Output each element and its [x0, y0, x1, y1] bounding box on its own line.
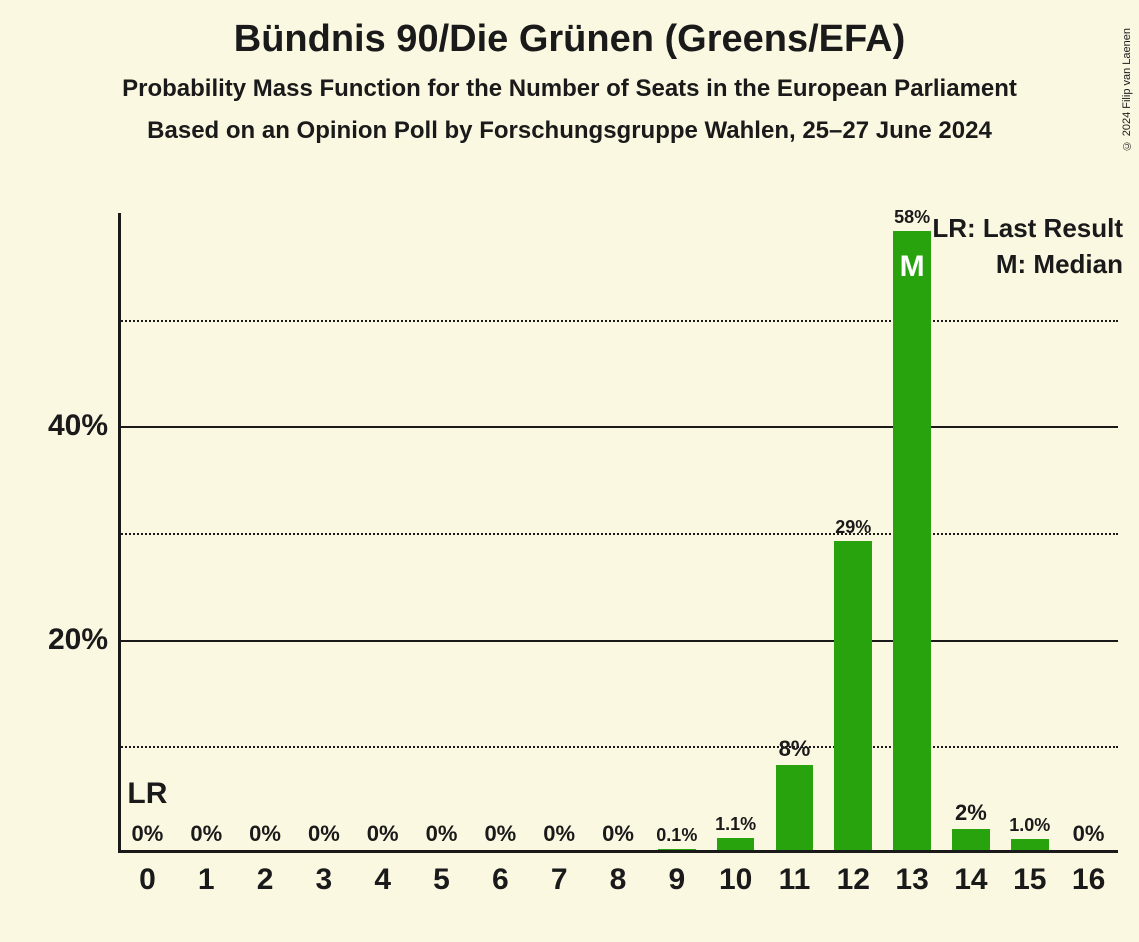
x-tick-label: 16 [1072, 863, 1105, 897]
bar-value-label: 58% [894, 207, 930, 228]
chart-subtitle2: Based on an Opinion Poll by Forschungsgr… [0, 117, 1139, 145]
median-marker: M [900, 250, 925, 284]
x-tick-label: 2 [257, 863, 274, 897]
y-tick-label: 20% [48, 623, 108, 657]
x-tick-label: 1 [198, 863, 215, 897]
x-tick-label: 9 [668, 863, 685, 897]
bar [952, 829, 990, 850]
x-tick-label: 7 [551, 863, 568, 897]
x-tick-label: 10 [719, 863, 752, 897]
bar [658, 849, 696, 850]
bar-value-label: 0% [543, 821, 575, 847]
bar-value-label: 8% [779, 736, 811, 762]
x-tick-label: 15 [1013, 863, 1046, 897]
bar-value-label: 0% [602, 821, 634, 847]
lr-marker: LR [127, 777, 167, 811]
bar-value-label: 29% [835, 517, 871, 538]
gridline-minor [118, 746, 1118, 748]
bar-value-label: 0% [132, 821, 164, 847]
bar-value-label: 0.1% [656, 825, 697, 846]
bar-value-label: 1.1% [715, 814, 756, 835]
x-tick-label: 14 [954, 863, 987, 897]
x-tick-label: 4 [374, 863, 391, 897]
bar-value-label: 0% [1073, 821, 1105, 847]
bar [834, 541, 872, 850]
legend-median: M: Median [996, 249, 1123, 280]
x-tick-label: 8 [610, 863, 627, 897]
bar-value-label: 0% [308, 821, 340, 847]
chart-subtitle: Probability Mass Function for the Number… [0, 75, 1139, 103]
legend-lr: LR: Last Result [932, 213, 1123, 244]
bar [776, 765, 814, 850]
bar-value-label: 2% [955, 800, 987, 826]
bar-value-label: 0% [426, 821, 458, 847]
bar-value-label: 0% [190, 821, 222, 847]
chart-title: Bündnis 90/Die Grünen (Greens/EFA) [0, 18, 1139, 61]
gridline-major [118, 426, 1118, 428]
bar-value-label: 0% [367, 821, 399, 847]
x-tick-label: 3 [316, 863, 333, 897]
x-tick-label: 12 [837, 863, 870, 897]
bar-value-label: 0% [249, 821, 281, 847]
x-tick-label: 6 [492, 863, 509, 897]
y-tick-label: 40% [48, 409, 108, 443]
x-tick-label: 5 [433, 863, 450, 897]
bar-value-label: 0% [484, 821, 516, 847]
x-tick-label: 13 [895, 863, 928, 897]
gridline-minor [118, 320, 1118, 322]
x-tick-label: 11 [779, 863, 811, 897]
gridline-minor [118, 533, 1118, 535]
x-tick-label: 0 [139, 863, 156, 897]
copyright-text: © 2024 Filip van Laenen [1121, 28, 1133, 151]
gridline-major [118, 640, 1118, 642]
bar [1011, 839, 1049, 850]
bar [893, 231, 931, 850]
x-axis [118, 850, 1118, 853]
bar [717, 838, 755, 850]
chart-plot-area: 20%40%0%00%10%20%30%40%50%60%70%80.1%91.… [118, 213, 1118, 853]
bar-value-label: 1.0% [1009, 815, 1050, 836]
